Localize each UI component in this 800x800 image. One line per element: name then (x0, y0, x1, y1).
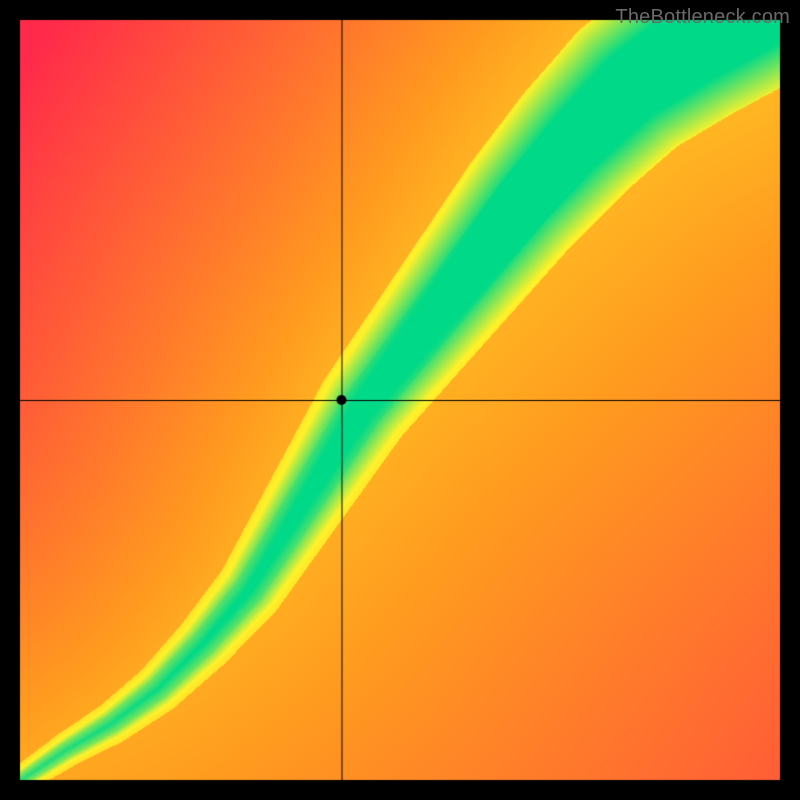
watermark-text: TheBottleneck.com (615, 6, 790, 29)
bottleneck-heatmap (0, 0, 800, 800)
chart-container: TheBottleneck.com (0, 0, 800, 800)
